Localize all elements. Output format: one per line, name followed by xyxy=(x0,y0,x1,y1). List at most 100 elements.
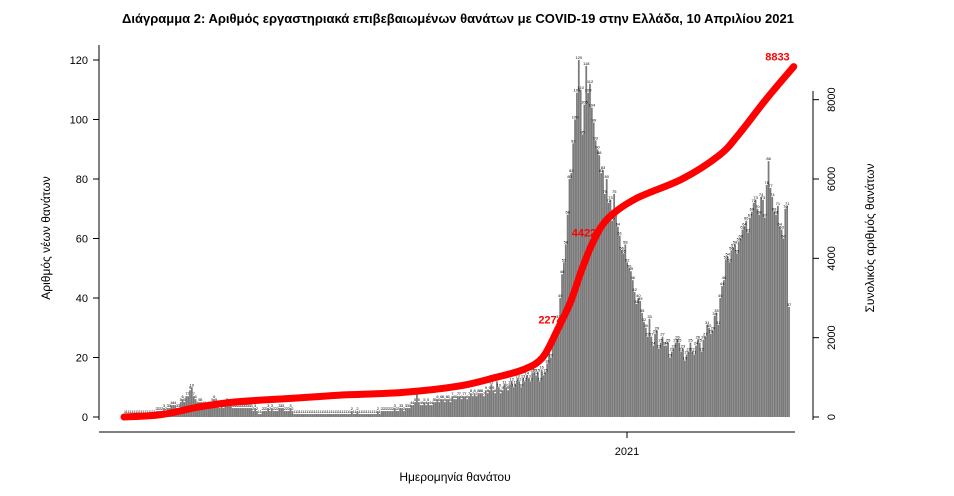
bar-value-label: 1 xyxy=(150,409,153,414)
bar-value-label: 26 xyxy=(696,335,701,340)
bar xyxy=(457,396,459,417)
bar xyxy=(776,205,779,417)
bar xyxy=(600,173,603,417)
bar-value-label: 88 xyxy=(597,150,602,155)
bar-value-label: 1 xyxy=(260,409,263,414)
bar xyxy=(730,250,733,417)
cumulative-deaths-path xyxy=(120,63,798,421)
bar-value-label: 2 xyxy=(276,406,279,411)
bar xyxy=(189,390,191,417)
bar-value-label: 1 xyxy=(369,409,372,414)
bar-value-label: 19 xyxy=(683,355,688,360)
bar-value-label: 73 xyxy=(753,195,758,200)
bar xyxy=(334,414,336,417)
bar-value-label: 6 xyxy=(448,394,451,399)
bar-value-label: 1 xyxy=(139,409,142,414)
bar xyxy=(473,393,476,417)
bar-value-label: 8 xyxy=(477,388,480,393)
bar-value-label: 52 xyxy=(562,257,567,262)
bar-value-label: 25 xyxy=(658,338,663,343)
bar-value-label: 64 xyxy=(742,222,747,227)
bar xyxy=(732,247,735,417)
bar-value-label: 33 xyxy=(647,314,652,319)
bar-value-label: 1 xyxy=(302,409,305,414)
bar xyxy=(365,414,368,417)
bar xyxy=(475,396,478,417)
bar xyxy=(466,399,469,417)
bar-value-label: 10 xyxy=(504,382,509,387)
bar xyxy=(522,378,524,417)
bar xyxy=(321,414,323,417)
bar xyxy=(304,414,307,417)
bar xyxy=(317,414,320,417)
bar-value-label: 5 xyxy=(423,397,426,402)
bar-value-label: 12 xyxy=(510,376,515,381)
bar xyxy=(672,348,675,417)
bar-value-label: 7 xyxy=(462,391,465,396)
bar-value-label: 1 xyxy=(124,409,127,414)
bar-value-label: 8 xyxy=(494,388,497,393)
bar xyxy=(341,414,344,417)
bar-value-label: 6 xyxy=(446,394,449,399)
bar xyxy=(721,286,723,417)
bar-value-label: 5 xyxy=(198,397,201,402)
bar-value-label: 46 xyxy=(631,275,636,280)
bar-value-label: 4 xyxy=(412,400,415,405)
bar-value-label: 56 xyxy=(729,245,734,250)
bar-value-label: 1 xyxy=(146,409,149,414)
bar-value-label: 55 xyxy=(735,248,740,253)
left-y-axis: 0 20 40 60 80 100 120 xyxy=(70,45,100,424)
bar xyxy=(484,390,487,417)
bar-value-label: 1 xyxy=(317,409,320,414)
bar xyxy=(285,411,288,417)
bar-value-label: 52 xyxy=(625,257,630,262)
bar xyxy=(432,402,435,418)
bar-value-label: 2 xyxy=(288,406,291,411)
bar-value-label: 14 xyxy=(541,370,546,375)
bar-value-label: 18 xyxy=(545,358,550,363)
bar xyxy=(289,408,292,417)
bar xyxy=(659,342,662,418)
bar xyxy=(512,387,515,417)
bar xyxy=(248,408,251,417)
bar xyxy=(743,226,746,417)
bar-value-label: 1 xyxy=(364,409,367,414)
bar-value-label: 68 xyxy=(774,210,779,215)
bar xyxy=(393,408,396,417)
x-axis-title: Ημερομηνία θανάτου xyxy=(399,470,510,484)
bar xyxy=(328,414,331,417)
bar-value-label: 6 xyxy=(440,394,443,399)
bar xyxy=(399,408,402,417)
bar-value-label: 9 xyxy=(492,385,495,390)
bar xyxy=(494,393,496,417)
bar-value-label: 10 xyxy=(497,382,502,387)
bar-value-label: 25 xyxy=(688,338,693,343)
bar xyxy=(626,262,629,417)
bar xyxy=(315,414,318,417)
bar-value-label: 120 xyxy=(576,55,583,60)
bar-value-label: 33 xyxy=(556,314,561,319)
bar-value-label: 3 xyxy=(167,403,170,408)
bar xyxy=(752,202,755,417)
bar-value-label: 1 xyxy=(353,409,356,414)
bar-value-label: 24 xyxy=(664,341,669,346)
bar-value-label: 1 xyxy=(299,409,302,414)
bar xyxy=(564,244,567,417)
bar-value-label: 22 xyxy=(679,347,684,352)
bar-value-label: 73 xyxy=(608,195,613,200)
bar xyxy=(220,405,223,417)
bar xyxy=(345,414,348,417)
bar-value-label: 1 xyxy=(315,409,318,414)
bar xyxy=(488,390,491,417)
bar-value-label: 15 xyxy=(532,367,537,372)
bar-value-label: 86 xyxy=(766,156,771,161)
bar xyxy=(350,411,353,417)
bar-value-label: 63 xyxy=(779,225,784,230)
bar-value-label: 24 xyxy=(651,341,656,346)
bar-value-label: 92 xyxy=(571,138,576,143)
bar-value-label: 62 xyxy=(746,228,751,233)
bar xyxy=(514,384,517,417)
bar-value-label: 1 xyxy=(358,409,361,414)
bar-value-label: 64 xyxy=(778,222,783,227)
bar xyxy=(529,381,532,417)
